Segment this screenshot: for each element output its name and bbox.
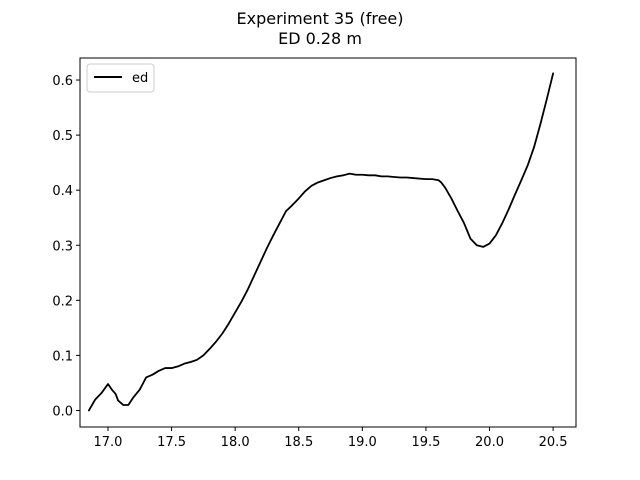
y-tick-label: 0.4 bbox=[52, 184, 73, 199]
x-tick-label: 19.0 bbox=[348, 435, 377, 450]
chart-subtitle: ED 0.28 m bbox=[278, 29, 362, 48]
y-tick-label: 0.2 bbox=[52, 294, 73, 309]
x-tick-label: 17.0 bbox=[94, 435, 123, 450]
x-tick-label: 20.5 bbox=[539, 435, 568, 450]
y-tick-label: 0.5 bbox=[52, 129, 73, 144]
x-tick-label: 18.5 bbox=[284, 435, 313, 450]
plot-area: 17.0 17.5 18.0 18.5 19.0 19.5 20.0 20.5 0.0 0.1 0.… bbox=[52, 57, 577, 450]
legend: ed bbox=[86, 63, 155, 93]
x-tick-label: 17.5 bbox=[157, 435, 186, 450]
y-tick-label: 0.0 bbox=[52, 404, 73, 419]
chart-title: Experiment 35 (free) bbox=[236, 9, 403, 28]
y-tick-label: 0.6 bbox=[52, 74, 73, 89]
series-line-ed bbox=[88, 72, 555, 412]
legend-label-ed: ed bbox=[132, 71, 148, 86]
x-tick-label: 18.0 bbox=[221, 435, 250, 450]
x-tick-label: 20.0 bbox=[475, 435, 504, 450]
plot-frame bbox=[79, 57, 577, 428]
y-tick-label: 0.1 bbox=[52, 349, 73, 364]
x-tick-label: 19.5 bbox=[411, 435, 440, 450]
y-tick-label: 0.3 bbox=[52, 239, 73, 254]
